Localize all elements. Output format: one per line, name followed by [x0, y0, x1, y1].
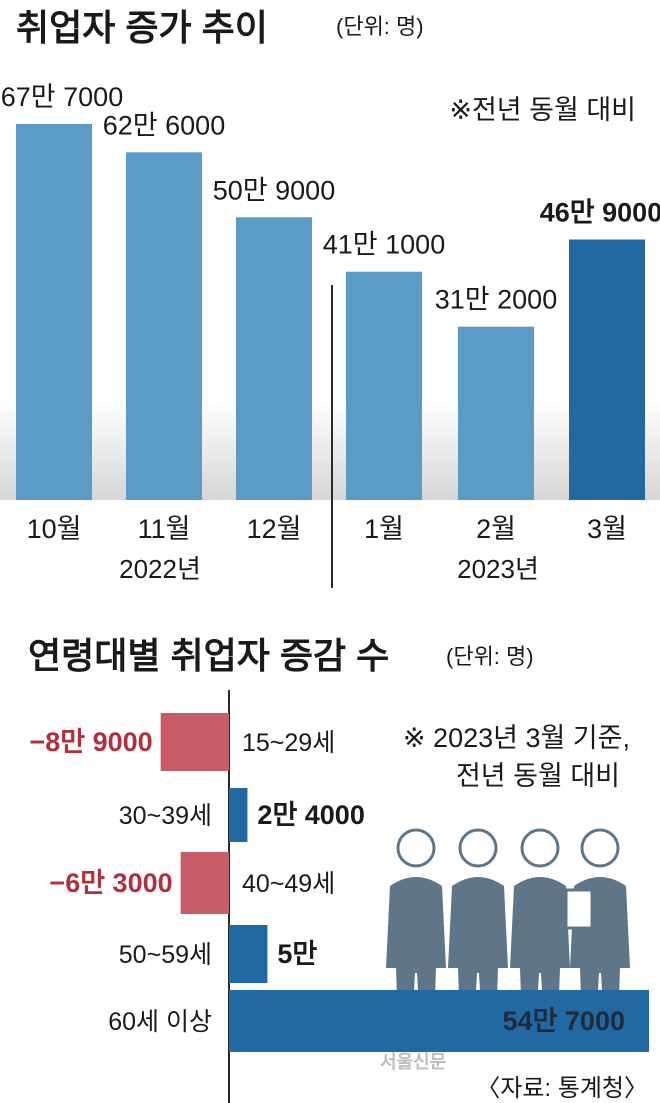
chart2-unit: (단위: 명)	[446, 644, 534, 669]
age-group-label: 30~39세	[119, 802, 212, 830]
age-group-label: 15~29세	[242, 729, 335, 757]
category-label: 3월	[587, 514, 627, 544]
bar-30~39세	[229, 788, 248, 842]
chart2-note-line1: ※ 2023년 3월 기준,	[403, 723, 630, 753]
employment-trend-chart: 취업자 증가 추이 (단위: 명) ※전년 동월 대비 67만 7000 10월 6…	[0, 7, 660, 588]
age-group-label: 50~59세	[119, 941, 212, 969]
value-label: 41만 1000	[323, 230, 445, 260]
chart-floor-gradient	[0, 400, 660, 500]
value-label: 46만 9000	[540, 198, 660, 228]
category-label: 1월	[364, 514, 404, 544]
bar-60세 이상	[229, 990, 649, 1052]
value-label: 67만 7000	[1, 82, 123, 112]
category-label: 10월	[27, 514, 82, 544]
year-group-label: 2022년	[119, 554, 201, 584]
employment-trend-svg: 취업자 증가 추이 (단위: 명) ※전년 동월 대비 67만 7000 10월 6…	[1, 7, 660, 588]
category-label: 12월	[247, 514, 302, 544]
bar-15~29세	[160, 713, 229, 771]
value-label: 2만 4000	[257, 800, 364, 830]
bar-12월	[236, 217, 312, 500]
chart2-title: 연령대별 취업자 증감 수	[28, 635, 389, 676]
age-group-label: 40~49세	[242, 870, 335, 898]
bar-3월	[569, 239, 645, 500]
source-note: 〈자료: 통계청〉	[476, 1075, 648, 1102]
value-label: −6만 3000	[49, 868, 172, 898]
bar-40~49세	[180, 852, 229, 914]
bar-10월	[16, 124, 92, 500]
age-group-svg: 연령대별 취업자 증감 수 (단위: 명) ※ 2023년 3월 기준, 전년 …	[28, 635, 649, 1103]
watermark: 서울신문	[380, 1052, 446, 1072]
chart1-title: 취업자 증가 추이	[16, 7, 268, 48]
bar-50~59세	[229, 925, 268, 983]
bar-2월	[458, 326, 534, 500]
chart1-unit: (단위: 명)	[336, 14, 424, 39]
age-group-label: 60세 이상	[108, 1008, 212, 1036]
age-group-chart: 연령대별 취업자 증감 수 (단위: 명) ※ 2023년 3월 기준, 전년 …	[0, 620, 660, 1103]
chart1-note: ※전년 동월 대비	[449, 95, 636, 125]
category-label: 11월	[138, 514, 191, 544]
bar-1월	[346, 271, 422, 500]
value-label: 5만	[277, 939, 317, 969]
value-label: 31만 2000	[435, 285, 557, 315]
value-label: 62만 6000	[103, 110, 225, 140]
bar-11월	[126, 152, 202, 501]
value-label: 50만 9000	[213, 175, 335, 205]
chart2-note-line2: 전년 동월 대비	[456, 761, 620, 791]
value-label: −8만 9000	[29, 727, 152, 757]
category-label: 2월	[476, 514, 516, 544]
value-label: 54만 7000	[503, 1006, 625, 1036]
year-group-label: 2023년	[457, 554, 539, 584]
